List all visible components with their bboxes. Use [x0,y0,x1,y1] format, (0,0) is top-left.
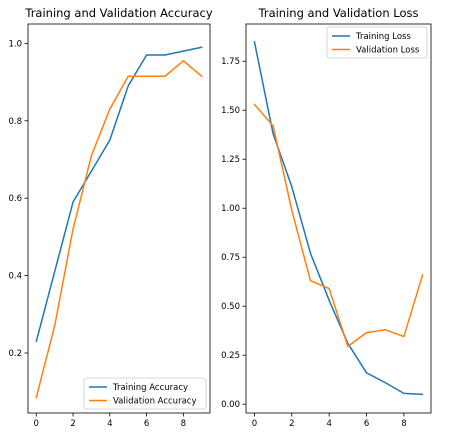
loss-x-tick-label: 6 [364,419,369,429]
loss-y-tick-label: 1.00 [221,204,240,214]
loss-plot-frame [245,23,432,414]
loss-chart-title: Training and Validation Loss [258,6,419,20]
loss-y-tick-label: 0.50 [221,302,240,312]
accuracy-series-line-1 [35,60,203,399]
loss-x-tick-label: 8 [401,419,406,429]
loss-series-line-0 [253,40,424,396]
loss-y-tick-label: 0.25 [221,351,240,361]
accuracy-plot-frame [27,23,211,414]
loss-x-tick-label: 4 [326,419,331,429]
accuracy-y-tick-label: 0.2 [8,349,22,359]
accuracy-series-line-0 [35,46,203,343]
loss-legend: Training Loss Validation Loss [326,26,428,59]
accuracy-legend-box [83,377,207,410]
loss-x-tick-label: 2 [289,419,294,429]
loss-chart: Training and Validation Loss 0 2 4 6 8 0.00 0.… [221,6,432,429]
loss-y-tick-label: 1.25 [221,155,240,165]
loss-y-tick-label: 1.50 [221,106,240,116]
accuracy-legend-label: Validation Accuracy [113,397,196,407]
loss-y-tick-label: 0.00 [221,400,240,410]
accuracy-chart: Training and Validation Accuracy 0 2 4 6 8 0.… [8,6,212,429]
accuracy-x-tick-label: 4 [107,419,112,429]
accuracy-y-tick-label: 0.8 [8,117,22,127]
loss-legend-box [326,26,428,59]
loss-y-tick-label: 0.75 [221,253,240,263]
accuracy-x-tick-label: 6 [144,419,149,429]
loss-legend-label: Validation Loss [356,46,420,56]
accuracy-x-tick-label: 0 [34,419,39,429]
accuracy-x-tick-label: 8 [181,419,186,429]
accuracy-x-tick-label: 2 [70,419,75,429]
loss-series-line-1 [253,103,424,348]
loss-legend-label: Training Loss [355,32,411,42]
accuracy-legend-label: Training Accuracy [112,383,188,393]
accuracy-y-tick-label: 0.4 [8,272,22,282]
accuracy-chart-title: Training and Validation Accuracy [24,6,212,20]
loss-x-tick-label: 0 [252,419,257,429]
accuracy-legend: Training Accuracy Validation Accuracy [83,377,207,410]
accuracy-y-tick-label: 1.0 [8,39,22,49]
accuracy-y-tick-label: 0.6 [8,194,22,204]
loss-y-tick-label: 1.75 [221,57,240,67]
